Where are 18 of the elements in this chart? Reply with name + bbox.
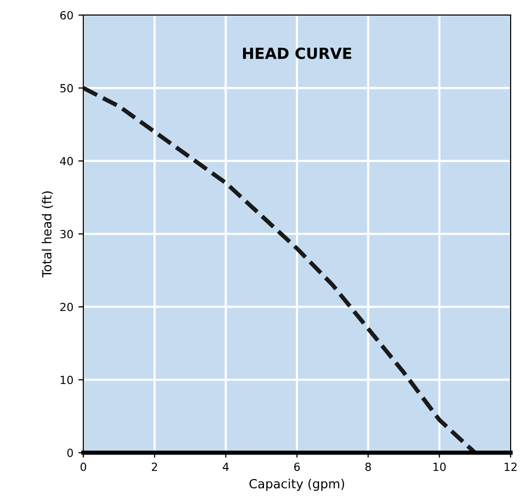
x-axis-title: Capacity (gpm)	[249, 478, 344, 491]
x-tick-label: 8	[365, 462, 371, 472]
line-series	[83, 86, 478, 453]
x-tick-label: 2	[152, 462, 157, 471]
y-tick-label: 50	[60, 84, 73, 92]
x-tick-label: 12	[504, 462, 517, 471]
y-tick-label: 30	[60, 230, 73, 238]
y-tick-label: 40	[60, 156, 73, 166]
text: HEAD CURVE	[243, 48, 352, 60]
y-tick-label: 60	[60, 11, 73, 20]
x-tick-label: 0	[80, 462, 86, 472]
y-tick-label: 0	[67, 448, 73, 458]
y-axis-title: Total head (ft)	[42, 191, 53, 278]
y-tick-label: 20	[60, 302, 73, 312]
x-tick-label: 10	[434, 462, 446, 472]
y-tick-label: 10	[60, 376, 73, 384]
x-tick-label: 6	[294, 462, 300, 472]
x-tick-label: 4	[222, 462, 229, 471]
